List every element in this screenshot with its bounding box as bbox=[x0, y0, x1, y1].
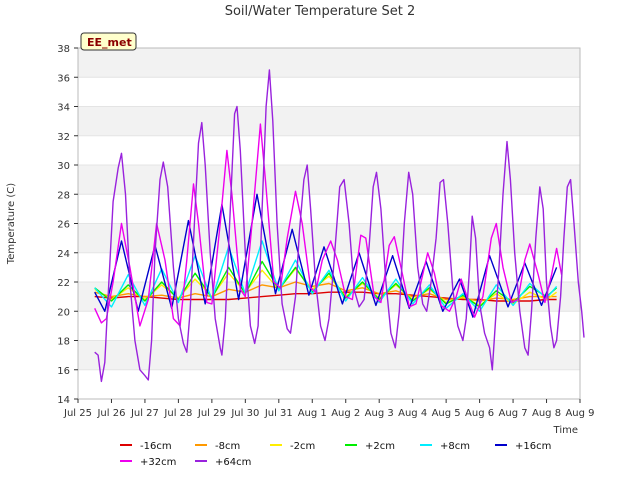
y-tick-label: 20 bbox=[57, 307, 70, 318]
station-badge-label: EE_met bbox=[87, 36, 132, 49]
station-badge: EE_met bbox=[80, 32, 137, 51]
grid-band bbox=[78, 48, 580, 78]
series-lines bbox=[94, 69, 585, 383]
legend-label: +2cm bbox=[365, 441, 395, 452]
x-tick-label: Jul 29 bbox=[197, 408, 226, 419]
legend-label: -8cm bbox=[215, 441, 240, 452]
grid-band bbox=[78, 106, 580, 136]
y-tick-label: 30 bbox=[57, 161, 70, 172]
legend-label: +16cm bbox=[515, 441, 551, 452]
x-tick-label: Aug 1 bbox=[298, 408, 327, 419]
x-tick-label: Aug 9 bbox=[565, 408, 594, 419]
grid-band bbox=[78, 194, 580, 224]
y-tick-label: 34 bbox=[57, 103, 70, 114]
x-tick-label: Jul 31 bbox=[264, 408, 293, 419]
series-line-+64cm bbox=[94, 69, 585, 383]
x-tick-label: Aug 5 bbox=[432, 408, 461, 419]
x-tick-label: Jul 26 bbox=[96, 408, 125, 419]
y-tick-label: 16 bbox=[57, 366, 70, 377]
y-tick-label: 38 bbox=[57, 44, 70, 55]
series-line--8cm bbox=[94, 281, 557, 302]
x-tick-label: Aug 7 bbox=[499, 408, 528, 419]
legend-label: -16cm bbox=[140, 441, 172, 452]
chart-title: Soil/Water Temperature Set 2 bbox=[225, 4, 416, 19]
x-tick-label: Jul 28 bbox=[163, 408, 192, 419]
series-line-+8cm bbox=[94, 240, 558, 312]
series-line-+32cm bbox=[94, 123, 563, 327]
legend-label: +64cm bbox=[215, 457, 251, 468]
y-tick-label: 18 bbox=[57, 337, 70, 348]
y-axis: 14 16 18 20 22 24 26 28 30 32 34 36 38 bbox=[57, 44, 78, 406]
x-tick-label: Aug 3 bbox=[365, 408, 394, 419]
grid-bands bbox=[78, 47, 580, 400]
x-tick-label: Jul 30 bbox=[230, 408, 259, 419]
x-tick-label: Aug 4 bbox=[398, 408, 427, 419]
legend-label: +8cm bbox=[440, 441, 470, 452]
station-badge-box bbox=[80, 32, 137, 51]
grid-band bbox=[78, 340, 580, 370]
x-axis-label: Time bbox=[553, 425, 578, 436]
y-tick-label: 36 bbox=[57, 73, 70, 84]
y-axis-label: Temperature (C) bbox=[6, 183, 17, 265]
legend-label: +32cm bbox=[140, 457, 176, 468]
y-tick-label: 22 bbox=[57, 278, 70, 289]
y-tick-label: 14 bbox=[57, 395, 70, 406]
x-tick-label: Aug 8 bbox=[532, 408, 561, 419]
grid-band bbox=[78, 77, 580, 107]
y-tick-label: 26 bbox=[57, 220, 70, 231]
grid-band bbox=[78, 369, 580, 399]
grid-band bbox=[78, 135, 580, 165]
legend: -16cm -8cm -2cm +2cm +8cm +16cm +32cm +64cm bbox=[120, 441, 551, 468]
legend-label: -2cm bbox=[290, 441, 315, 452]
x-tick-label: Aug 6 bbox=[465, 408, 494, 419]
y-tick-label: 24 bbox=[57, 249, 70, 260]
x-tick-label: Jul 27 bbox=[130, 408, 159, 419]
y-tick-label: 32 bbox=[57, 132, 70, 143]
y-tick-label: 28 bbox=[57, 190, 70, 201]
x-tick-label: Aug 2 bbox=[331, 408, 360, 419]
x-tick-label: Jul 25 bbox=[63, 408, 92, 419]
x-axis: Jul 25 Jul 26 Jul 27 Jul 28 Jul 29 Jul 30 Jul … bbox=[63, 399, 595, 419]
